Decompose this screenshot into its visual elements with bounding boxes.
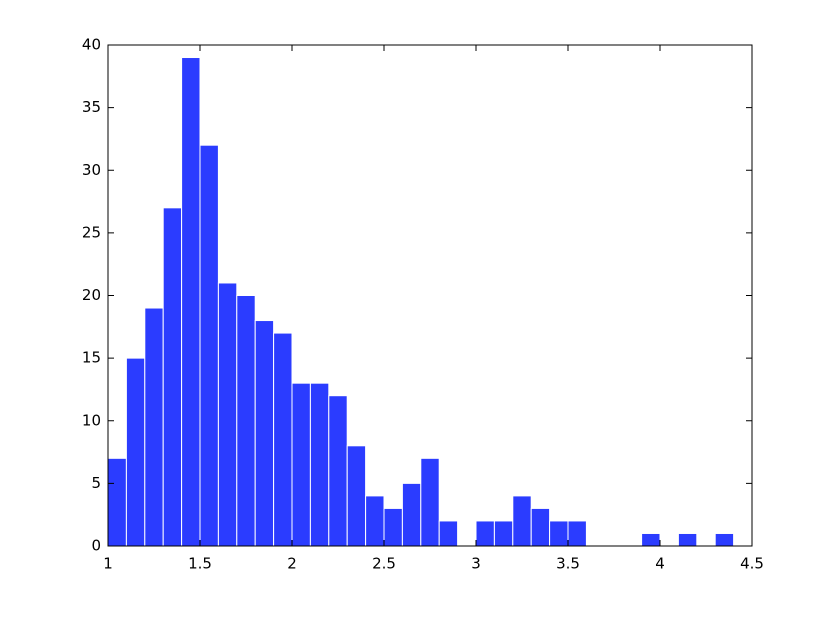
bar	[107, 457, 127, 547]
y-tick-label: 15	[82, 349, 101, 367]
x-tick-label: 1	[103, 555, 113, 573]
bar	[365, 495, 385, 547]
bar	[512, 495, 532, 547]
bar	[291, 382, 311, 547]
bar	[273, 332, 293, 547]
bar	[401, 482, 422, 547]
bar	[309, 382, 330, 547]
bar	[641, 532, 661, 547]
bar	[438, 520, 459, 547]
y-tick-label: 35	[82, 98, 101, 116]
bar	[254, 320, 275, 547]
bar	[567, 520, 587, 547]
bar	[125, 357, 146, 547]
bar	[181, 57, 201, 547]
x-tick-label: 4	[655, 555, 665, 573]
bar	[420, 457, 440, 547]
bar	[217, 282, 238, 547]
bar	[383, 507, 403, 547]
x-tick-label: 3	[471, 555, 481, 573]
bar	[144, 307, 164, 547]
y-tick-label: 10	[82, 411, 101, 429]
bar	[493, 520, 514, 547]
bar	[162, 207, 183, 547]
x-tick-label: 3.5	[556, 555, 580, 573]
y-tick-label: 30	[82, 161, 101, 179]
y-tick-label: 40	[82, 36, 101, 54]
bar	[549, 520, 569, 547]
y-tick-label: 0	[91, 537, 101, 555]
x-tick-label: 4.5	[740, 555, 764, 573]
y-tick-label: 25	[82, 223, 101, 241]
bar	[236, 295, 256, 547]
bar	[475, 520, 495, 547]
x-tick-label: 2.5	[372, 555, 396, 573]
bar	[714, 532, 735, 547]
bar	[346, 445, 367, 547]
y-tick-label: 20	[82, 286, 101, 304]
y-tick-label: 5	[91, 474, 101, 492]
bar	[677, 532, 698, 547]
x-tick-label: 2	[287, 555, 297, 573]
bar	[199, 144, 219, 547]
bar	[530, 507, 551, 547]
bar	[328, 395, 348, 547]
x-tick-label: 1.5	[188, 555, 212, 573]
